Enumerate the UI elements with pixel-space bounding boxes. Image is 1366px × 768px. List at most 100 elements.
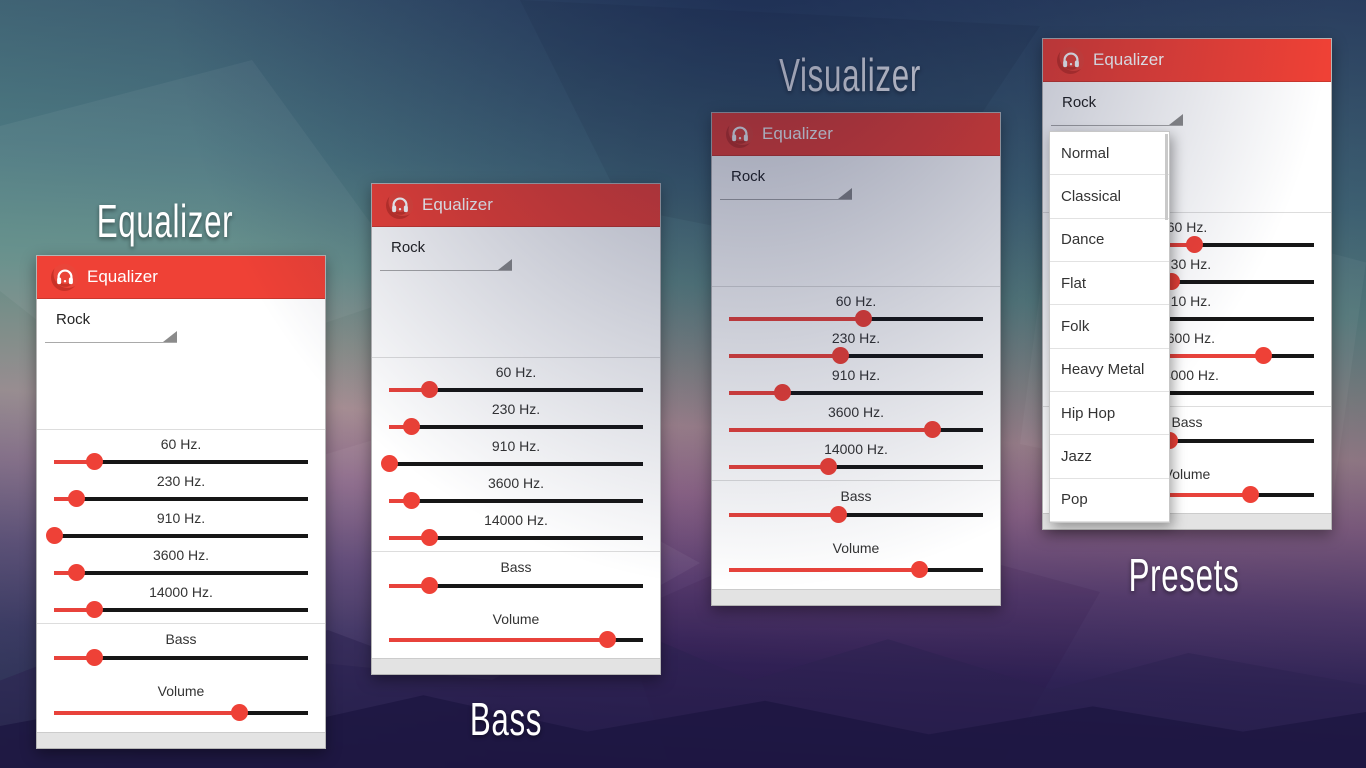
volume-label: Volume [492, 610, 540, 627]
seekbar-fill [389, 638, 608, 642]
volume-seekbar[interactable] [729, 561, 983, 579]
preset-option[interactable]: Hip Hop [1050, 392, 1169, 436]
preset-option[interactable]: Dance [1050, 219, 1169, 262]
caption-presets: Presets [1128, 549, 1240, 601]
seekbar-thumb[interactable] [45, 527, 63, 544]
band-label: 3600 Hz. [152, 547, 210, 563]
seekbar-track [729, 465, 983, 469]
preset-option[interactable]: Heavy Metal [1050, 349, 1169, 392]
band-seekbar[interactable] [729, 384, 983, 402]
band-label: 910 Hz. [491, 438, 541, 454]
band-seekbar[interactable] [380, 455, 643, 473]
seekbar-thumb[interactable] [1254, 347, 1272, 364]
band-seekbar[interactable] [389, 381, 643, 399]
volume-seekbar[interactable] [389, 631, 643, 649]
seekbar-fill [729, 354, 841, 358]
volume-seekbar[interactable] [54, 704, 308, 722]
seekbar-thumb[interactable] [68, 564, 86, 581]
band-seekbar[interactable] [729, 347, 983, 365]
seekbar-fill [729, 428, 933, 432]
seekbar-thumb[interactable] [855, 310, 873, 327]
seekbar-track [729, 391, 983, 395]
preset-option[interactable]: Classical [1050, 175, 1169, 219]
band-label: 230 Hz. [831, 330, 881, 346]
seekbar-fill [54, 571, 77, 575]
band-seekbar[interactable] [729, 421, 983, 439]
eq-band-row: 14000 Hz. [729, 440, 983, 477]
bass-seekbar[interactable] [729, 506, 983, 524]
seekbar-track [389, 425, 643, 429]
seekbar-thumb[interactable] [829, 506, 847, 523]
preset-spinner[interactable]: Rock [720, 168, 852, 200]
seekbar-thumb[interactable] [819, 458, 837, 475]
seekbar-thumb[interactable] [403, 492, 421, 509]
band-seekbar[interactable] [54, 601, 308, 619]
back-chevron-icon[interactable] [374, 194, 384, 216]
bass-seekbar[interactable] [389, 576, 643, 595]
preset-option[interactable]: Flat [1050, 262, 1169, 306]
app-body: Rock 60 Hz. 230 Hz. 910 Hz. [372, 227, 660, 658]
back-chevron-icon[interactable] [39, 266, 49, 288]
band-label: 230 Hz. [156, 473, 206, 489]
band-seekbar[interactable] [389, 418, 643, 436]
seekbar-thumb[interactable] [421, 576, 439, 594]
seekbar-track [389, 499, 643, 503]
preset-option[interactable]: Jazz [1050, 435, 1169, 479]
preset-spinner[interactable]: Rock [380, 239, 512, 271]
back-chevron-icon[interactable] [1045, 49, 1055, 71]
preset-option[interactable]: Pop [1050, 479, 1169, 522]
band-seekbar[interactable] [54, 453, 308, 471]
preset-spinner-value: Rock [391, 239, 426, 256]
seekbar-thumb[interactable] [832, 347, 850, 364]
seekbar-thumb[interactable] [773, 384, 791, 401]
bass-label: Bass [840, 488, 872, 504]
popup-scrollbar[interactable] [1165, 134, 1168, 220]
bass-seekbar[interactable] [54, 649, 308, 667]
band-seekbar[interactable] [54, 564, 308, 582]
eq-band-row: 910 Hz. [45, 509, 308, 546]
seekbar-thumb[interactable] [421, 529, 439, 546]
eq-band-row: 910 Hz. [729, 366, 983, 403]
seekbar-thumb[interactable] [923, 421, 941, 438]
seekbar-thumb[interactable] [380, 455, 398, 472]
seekbar-thumb[interactable] [911, 561, 928, 578]
band-seekbar[interactable] [389, 492, 643, 510]
seekbar-thumb[interactable] [421, 381, 439, 398]
band-seekbar[interactable] [54, 490, 308, 508]
preset-option[interactable]: Folk [1050, 305, 1169, 349]
seekbar-track [729, 513, 983, 517]
bass-demo-window: Equalizer Rock 60 Hz. 230 Hz. [371, 183, 661, 675]
eq-band-row: 60 Hz. [729, 292, 983, 329]
seekbar-track [729, 428, 983, 432]
seekbar-thumb[interactable] [1242, 486, 1259, 503]
preset-spinner[interactable]: Rock [1051, 94, 1183, 126]
seekbar-thumb[interactable] [86, 649, 104, 666]
seekbar-thumb[interactable] [68, 490, 86, 507]
spinner-underline [45, 331, 177, 343]
band-seekbar[interactable] [729, 310, 983, 328]
caption-equalizer: Equalizer [96, 195, 234, 247]
eq-band-row: 230 Hz. [54, 472, 308, 509]
seekbar-fill [54, 711, 240, 715]
seekbar-thumb[interactable] [230, 704, 248, 721]
headphones-logo-icon [386, 191, 413, 219]
band-label: 910 Hz. [156, 510, 206, 526]
band-seekbar[interactable] [729, 458, 983, 476]
back-chevron-icon[interactable] [714, 123, 724, 145]
seekbar-thumb[interactable] [86, 453, 104, 470]
seekbar-thumb[interactable] [598, 631, 616, 648]
preset-option[interactable]: Normal [1050, 132, 1169, 176]
background-facet [520, 0, 1040, 260]
seekbar-thumb[interactable] [403, 418, 421, 435]
band-seekbar[interactable] [389, 529, 643, 547]
band-label: 3600 Hz. [827, 404, 885, 420]
preset-spinner[interactable]: Rock [45, 311, 177, 343]
headphones-logo-icon [726, 120, 753, 148]
seekbar-thumb[interactable] [86, 601, 104, 618]
seekbar-thumb[interactable] [1186, 236, 1204, 253]
band-seekbar[interactable] [45, 527, 308, 545]
background-facet [0, 60, 420, 390]
seekbar-track [389, 583, 643, 588]
band-label: 60 Hz. [495, 364, 537, 380]
